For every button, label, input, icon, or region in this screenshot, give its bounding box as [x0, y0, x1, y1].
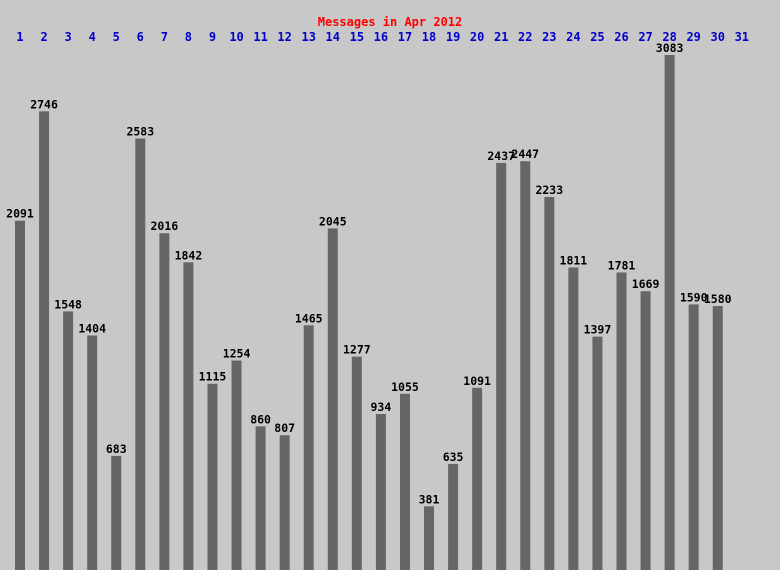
bar — [520, 161, 531, 570]
bar-value-label: 683 — [106, 442, 127, 456]
bar — [327, 228, 338, 570]
bar — [472, 387, 483, 570]
bar-value-label: 2447 — [511, 147, 539, 161]
bar — [231, 360, 242, 570]
bar-value-label: 1091 — [463, 374, 491, 388]
day-label: 16 — [374, 30, 388, 44]
day-label: 30 — [711, 30, 725, 44]
day-label: 26 — [614, 30, 628, 44]
bar-value-label: 1811 — [560, 253, 588, 267]
bar — [15, 220, 25, 570]
day-label: 23 — [542, 30, 556, 44]
bar-value-label: 1055 — [391, 380, 419, 394]
day-label: 9 — [209, 30, 216, 44]
day-label: 13 — [301, 30, 315, 44]
bar-value-label: 807 — [274, 421, 295, 435]
bar — [640, 291, 651, 570]
bar — [688, 304, 699, 570]
bar — [63, 311, 74, 570]
bar — [255, 426, 266, 570]
bar-value-label: 1548 — [54, 297, 82, 311]
bar-value-label: 934 — [371, 400, 392, 414]
chart-title: Messages in Apr 2012 — [318, 15, 463, 29]
bar-value-label: 1669 — [632, 277, 660, 291]
bar-value-label: 2437 — [487, 149, 515, 163]
bar — [592, 336, 603, 570]
bar — [183, 262, 194, 570]
bar — [712, 306, 723, 570]
bar-value-label: 1404 — [78, 321, 106, 335]
day-label: 8 — [185, 30, 192, 44]
bar — [424, 506, 435, 570]
day-label: 5 — [113, 30, 120, 44]
day-label: 7 — [161, 30, 168, 44]
day-label: 20 — [470, 30, 484, 44]
bar — [279, 435, 290, 570]
bar — [159, 233, 170, 570]
bar-value-label: 1465 — [295, 311, 323, 325]
bar-value-label: 3083 — [656, 41, 684, 55]
bar — [207, 383, 218, 570]
bar-value-label: 1277 — [343, 343, 371, 357]
day-label: 12 — [277, 30, 291, 44]
bar-value-label: 1842 — [175, 248, 203, 262]
day-label: 1 — [16, 30, 23, 44]
bar-value-label: 1781 — [608, 258, 636, 272]
day-label: 15 — [350, 30, 364, 44]
bar — [616, 272, 627, 570]
day-label: 29 — [686, 30, 700, 44]
day-label: 2 — [40, 30, 47, 44]
bar-value-label: 2045 — [319, 214, 347, 228]
day-label: 18 — [422, 30, 436, 44]
day-label: 21 — [494, 30, 508, 44]
day-label: 25 — [590, 30, 604, 44]
bar-value-label: 1254 — [223, 347, 251, 361]
bar-value-label: 1580 — [704, 292, 732, 306]
day-label: 19 — [446, 30, 460, 44]
day-label: 14 — [326, 30, 340, 44]
day-label: 17 — [398, 30, 412, 44]
bar-value-label: 2233 — [535, 183, 563, 197]
bar — [351, 356, 362, 570]
bar-value-label: 1397 — [584, 323, 612, 337]
bar-value-label: 860 — [250, 412, 271, 426]
day-label: 4 — [89, 30, 96, 44]
bar — [568, 267, 579, 570]
day-label: 6 — [137, 30, 144, 44]
bar-value-label: 381 — [419, 492, 440, 506]
day-label: 10 — [229, 30, 243, 44]
bar — [303, 325, 314, 570]
x-axis-day-labels: 1 2 3 4 5 6 7 8 9 10 11 12 13 14 15 16 17 18 19 20 21 22 23 24 2… — [16, 30, 749, 44]
bar-value-label: 1115 — [199, 370, 227, 384]
day-label: 27 — [638, 30, 652, 44]
bar — [87, 335, 98, 570]
bar — [448, 463, 459, 570]
bar-value-label: 635 — [443, 450, 464, 464]
bar-value-label: 1590 — [680, 290, 708, 304]
value-labels: 2091 2746 1548 1404 683 2583 2016 1842 1115 1254 8… — [6, 41, 732, 506]
day-label: 24 — [566, 30, 580, 44]
bar-value-label: 2583 — [126, 125, 154, 139]
bar — [375, 413, 386, 570]
bar — [39, 111, 50, 570]
bar-value-label: 2016 — [151, 219, 179, 233]
day-label: 28 — [662, 30, 676, 44]
bar-value-label: 2746 — [30, 97, 58, 111]
day-label: 3 — [65, 30, 72, 44]
bar — [664, 55, 675, 570]
bar — [496, 162, 507, 570]
bar — [135, 138, 146, 570]
bars — [15, 55, 723, 570]
bar — [111, 455, 122, 570]
bar — [399, 393, 410, 570]
day-label: 22 — [518, 30, 532, 44]
bar-value-label: 2091 — [6, 207, 34, 221]
day-label: 31 — [735, 30, 749, 44]
day-label: 11 — [253, 30, 267, 44]
bar — [544, 196, 555, 570]
